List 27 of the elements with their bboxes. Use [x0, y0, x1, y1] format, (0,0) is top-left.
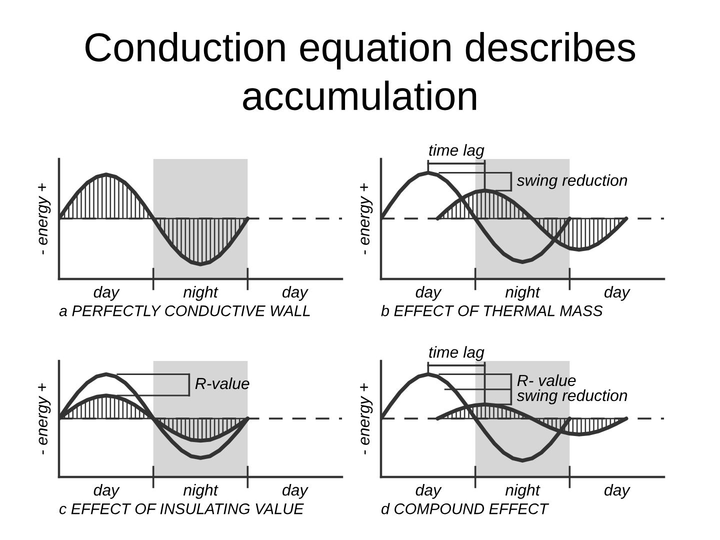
- x-axis-title: a PERFECTLY CONDUCTIVE WALL: [59, 305, 310, 316]
- annotation: swing reduction: [516, 174, 628, 190]
- x-axis-title: b EFFECT OF THERMAL MASS: [381, 305, 603, 316]
- x-tick-label: night: [505, 286, 540, 301]
- x-tick-label: day: [94, 484, 120, 499]
- x-axis-title: d COMPOUND EFFECT: [382, 503, 550, 514]
- y-axis-title: - energy +: [38, 383, 51, 454]
- text: time lag: [429, 144, 484, 159]
- x-tick-label: night: [505, 484, 540, 499]
- y-axis-title: - energy +: [38, 183, 51, 254]
- x-tick-label: day: [416, 286, 442, 301]
- x-tick-label: day: [604, 484, 631, 499]
- x-axis-title: c EFFECT OF INSULATING VALUE: [60, 503, 304, 514]
- annotation: R- value: [517, 374, 576, 386]
- x-tick-label: day: [282, 484, 309, 499]
- x-tick-label: night: [183, 286, 218, 301]
- x-tick-label: night: [183, 484, 218, 499]
- chart-title: Conduction equation describes accumulation: [86, 32, 636, 110]
- text: time lag: [429, 346, 484, 361]
- annotation: swing reduction: [516, 389, 628, 404]
- y-axis-title: - energy +: [360, 183, 373, 254]
- x-tick-label: day: [416, 484, 442, 499]
- y-axis-title: - energy +: [360, 383, 373, 454]
- x-tick-label: day: [604, 286, 631, 301]
- annotation: R-value: [195, 377, 250, 390]
- x-tick-label: day: [282, 286, 309, 301]
- x-tick-label: day: [94, 286, 120, 301]
